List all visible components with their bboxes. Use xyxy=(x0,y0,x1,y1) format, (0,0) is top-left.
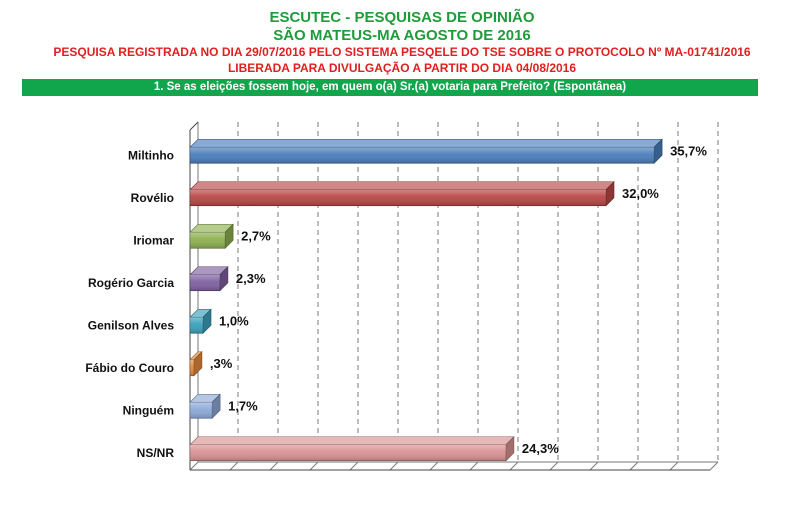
gridline-floor xyxy=(589,461,599,471)
bar-highlight xyxy=(190,147,655,164)
category-label: Rogério Garcia xyxy=(88,276,174,290)
bar-f-bio-do-couro xyxy=(189,351,203,377)
gridline-floor xyxy=(549,461,559,471)
gridline-floor xyxy=(389,461,399,471)
bar-top-face xyxy=(189,138,663,148)
value-label: 2,7% xyxy=(241,228,271,243)
gridline-floor xyxy=(189,461,199,471)
bar-highlight xyxy=(190,274,220,291)
category-label: Iriomar xyxy=(133,233,174,247)
value-label: 32,0% xyxy=(622,186,659,201)
gridline-floor xyxy=(469,461,479,471)
value-label: 35,7% xyxy=(670,143,707,158)
bar-top-face xyxy=(189,436,515,446)
bar-ns-nr xyxy=(189,436,515,462)
release-note: LIBERADA PARA DIVULGAÇÃO A PARTIR DO DIA… xyxy=(227,61,577,75)
value-label: 1,7% xyxy=(228,398,258,413)
question-banner: 1. Se as eleições fossem hoje, em quem o… xyxy=(22,79,758,96)
bar-rog-rio-garcia xyxy=(189,266,229,292)
gridline-floor xyxy=(669,461,679,471)
bar-top-face xyxy=(189,181,615,191)
category-label: Fábio do Couro xyxy=(85,361,174,375)
bar-highlight xyxy=(190,359,194,376)
bar-miltinho xyxy=(189,138,663,164)
gridlines xyxy=(189,121,719,471)
bar-rov-lio xyxy=(189,181,615,207)
value-label: 2,3% xyxy=(236,271,266,286)
bar-genilson-alves xyxy=(189,308,212,334)
category-label: NS/NR xyxy=(137,446,175,460)
survey-subtitle: SÃO MATEUS-MA AGOSTO DE 2016 xyxy=(273,27,531,44)
gridline-floor xyxy=(509,461,519,471)
bar-highlight xyxy=(190,444,506,461)
gridline-floor xyxy=(709,461,719,471)
gridline-floor xyxy=(349,461,359,471)
y-axis-top-edge xyxy=(189,121,199,131)
gridline-floor xyxy=(269,461,279,471)
gridline-floor xyxy=(429,461,439,471)
bar-highlight xyxy=(190,402,213,419)
bar-highlight xyxy=(190,317,203,334)
bar-ningu-m xyxy=(189,393,221,419)
labels: Miltinho 35,7% Rovélio 32,0% Iriomar 2,7% Rogé… xyxy=(85,143,707,460)
gridline-floor xyxy=(629,461,639,471)
value-label: 24,3% xyxy=(522,441,559,456)
value-label: ,3% xyxy=(210,356,233,371)
gridline-floor xyxy=(229,461,239,471)
category-label: Miltinho xyxy=(128,148,174,162)
category-label: Genilson Alves xyxy=(88,318,175,332)
registration-note: PESQUISA REGISTRADA NO DIA 29/07/2016 PE… xyxy=(53,45,751,59)
survey-title: ESCUTEC - PESQUISAS DE OPINIÃO xyxy=(269,9,535,26)
bars xyxy=(189,138,663,462)
bar-highlight xyxy=(190,189,606,206)
category-label: Rovélio xyxy=(131,191,174,205)
bar-iriomar xyxy=(189,223,234,249)
value-label: 1,0% xyxy=(219,313,249,328)
bar-highlight xyxy=(190,232,226,249)
gridline-floor xyxy=(309,461,319,471)
category-label: Ninguém xyxy=(123,403,174,417)
